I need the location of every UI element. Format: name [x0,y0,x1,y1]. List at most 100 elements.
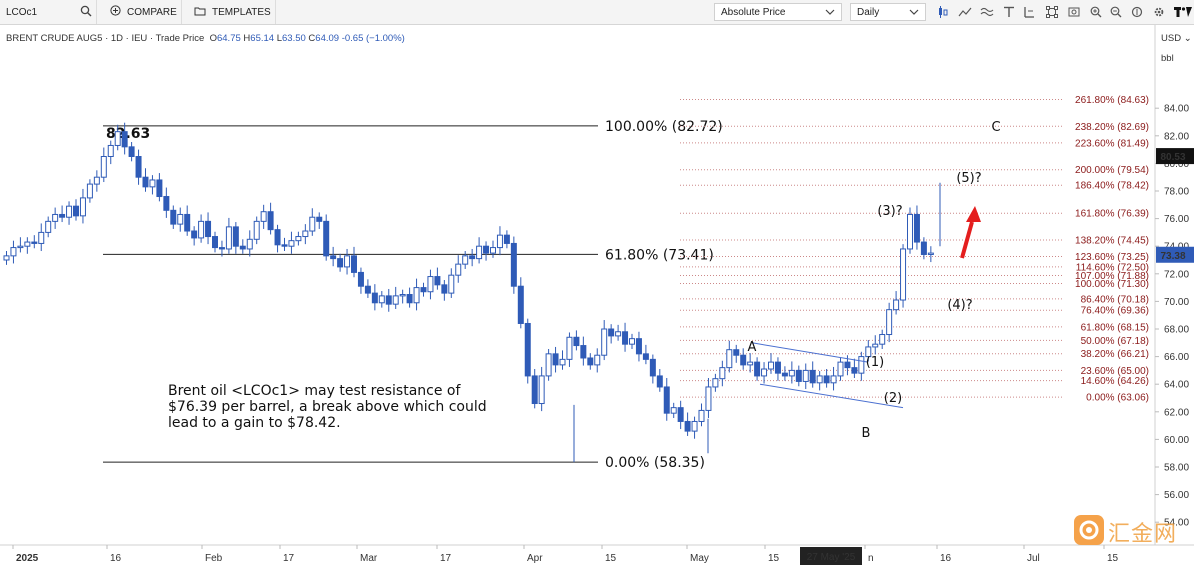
wave-label-3: (1) [866,355,884,370]
zoom-in-icon[interactable] [1087,0,1105,24]
candle-down [510,242,517,287]
wave-label-5: (3)? [877,204,902,219]
candle-down [364,285,371,294]
candle-up [100,156,107,178]
candle-up [726,349,733,369]
candle-down [622,331,629,345]
x-tick-label: Feb [205,553,223,564]
candle-up [462,255,469,265]
x-tick-label: n [868,553,874,564]
candle-down [920,241,927,255]
candle-up [309,216,316,232]
candle-down [754,361,761,377]
candle-down [573,336,580,347]
candle-down [170,209,177,225]
peak-price-label: 82.63 [106,126,150,142]
candle-down [59,213,66,218]
candle-down [205,220,212,238]
candle-up [594,354,601,366]
candle-down [823,375,830,384]
candle-down [239,245,246,250]
candle-down [281,244,288,247]
interval-value: Daily [857,6,880,18]
annotation-tool-icon[interactable] [1020,0,1038,24]
candle-up [816,375,823,384]
y-tick-label: 80.00 [1164,159,1189,170]
currency-label: USD [1161,33,1182,44]
candle-down [642,353,649,360]
candle-down [740,354,747,366]
search-icon[interactable] [80,5,92,20]
x-tick-label: 15 [768,553,780,564]
candle-down [608,328,615,337]
close-value: 64.09 [315,33,340,44]
minor-fib-label: 114.60% (72.50) [1076,262,1149,273]
templates-label: TEMPLATES [212,6,271,18]
candle-up [86,183,93,199]
candle-down [218,247,225,250]
tradingview-logo-icon[interactable] [1172,0,1194,24]
fullscreen-icon[interactable] [1043,0,1061,24]
currency-select[interactable]: USD ⌄ [1161,33,1192,44]
x-tick-label: 16 [110,553,122,564]
reset-icon[interactable] [1128,0,1146,24]
candle-down [733,349,740,356]
candle-down [274,229,281,246]
y-tick-label: 62.00 [1164,407,1189,418]
price-mode-value: Absolute Price [721,6,786,18]
candle-up [288,240,295,247]
candle-down [135,156,142,178]
minor-fib-label: 261.80% (84.63) [1075,95,1149,106]
candle-up [768,361,774,370]
low-label: L [276,33,282,44]
candle-down [232,226,239,247]
candle-up [225,226,232,250]
candle-down [851,367,858,374]
candle-up [198,220,205,239]
candle-up [490,247,496,254]
high-price-tag [1156,148,1194,165]
settings-gear-icon[interactable] [1150,0,1168,24]
candle-up [476,245,483,260]
candle-down [406,294,413,304]
last-price-tag-label: 73.38 [1160,251,1185,262]
price-mode-select[interactable]: Absolute Price [714,3,842,21]
candle-down [156,179,163,198]
minor-fib-label: 100.00% (71.30) [1075,279,1149,290]
top-toolbar: LCOc1 COMPARE TEMPLATES Absolute Price D… [0,0,1194,25]
candle-up [691,420,698,432]
chevron-down-icon [825,7,835,18]
candle-up [399,294,406,297]
y-tick-label: 64.00 [1164,380,1189,391]
indicators-icon[interactable] [956,0,974,24]
zoom-out-icon[interactable] [1107,0,1125,24]
crosshair-date-tag [800,547,862,565]
candle-up [705,386,712,411]
candle-up [712,378,719,388]
symbol-search-box[interactable]: LCOc1 [0,0,97,24]
candle-up [893,299,900,311]
candle-down [656,375,663,388]
candle-up [260,211,267,222]
change-value: -0.65 (−1.00%) [341,33,405,44]
minor-fib-label: 223.60% (81.49) [1075,138,1149,149]
templates-button[interactable]: TEMPLATES [184,0,276,24]
snapshot-icon[interactable] [1065,0,1083,24]
wave-tool-icon[interactable] [978,0,996,24]
text-tool-icon[interactable] [1000,0,1018,24]
y-tick-label: 66.00 [1164,352,1189,363]
candle-up [830,375,837,384]
interval-select[interactable]: Daily [850,3,926,21]
candle-down [73,205,79,217]
candle-up [907,213,913,250]
folder-icon [194,6,206,19]
major-fib-label: 100.00% (82.72) [605,119,723,135]
minor-fib-label: 76.40% (69.36) [1081,306,1149,317]
compare-button[interactable]: COMPARE [100,0,182,24]
candle-style-icon[interactable] [934,0,952,24]
candle-down [580,345,587,359]
candle-down [469,255,476,260]
x-tick-label: 16 [940,553,952,564]
candle-down [371,292,378,304]
